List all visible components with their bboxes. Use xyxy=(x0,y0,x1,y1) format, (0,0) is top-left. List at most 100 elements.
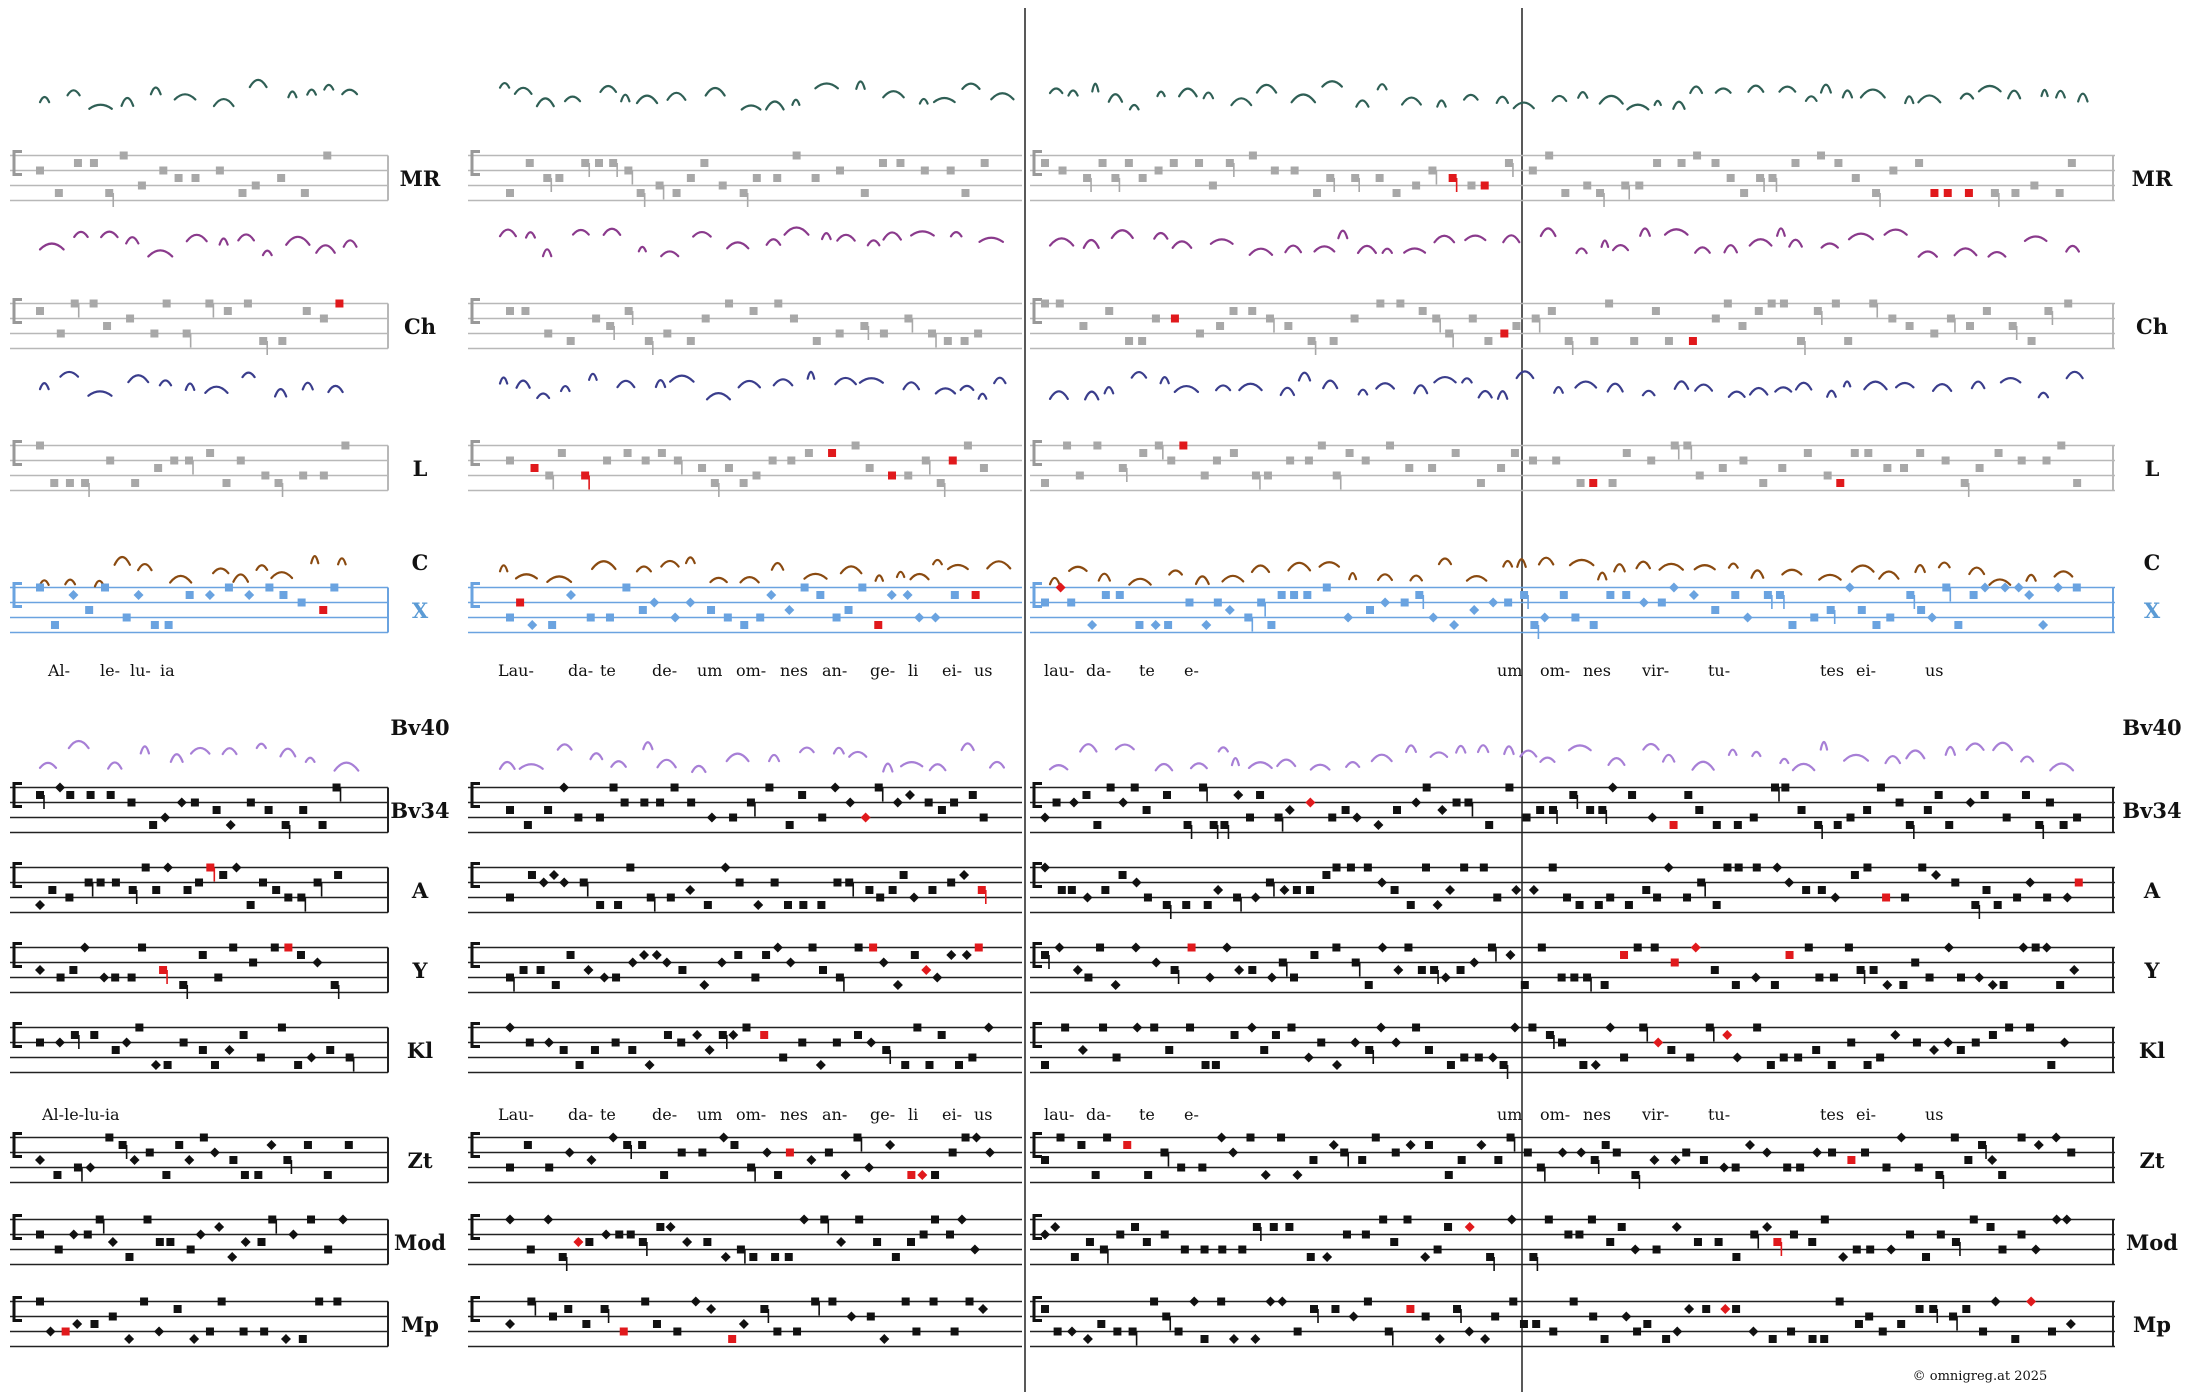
neume-rhombus xyxy=(830,782,841,793)
neume-rhombus xyxy=(1621,1311,1632,1322)
neume-punctum xyxy=(1812,1046,1821,1054)
neume-stroke xyxy=(725,752,750,763)
neume-punctum xyxy=(1647,456,1656,465)
neume-punctum xyxy=(656,1223,665,1231)
neume-punctum xyxy=(1900,464,1909,472)
neume-punctum xyxy=(1154,441,1163,450)
neume-punctum xyxy=(2056,981,2065,989)
neume-punctum xyxy=(278,337,287,345)
neume-punctum xyxy=(1635,181,1644,190)
neume-punctum xyxy=(131,479,140,487)
neume-punctum xyxy=(615,1230,624,1239)
neume-rhombus xyxy=(706,1304,717,1314)
neume-punctum xyxy=(1549,1327,1558,1336)
neume-punctum xyxy=(555,174,564,182)
c-clef-icon xyxy=(1032,862,1042,888)
neume-punctum xyxy=(1101,591,1110,599)
neume-rhombus xyxy=(1670,1155,1681,1165)
neume-rhombus xyxy=(1440,972,1451,983)
neume-punctum xyxy=(1677,159,1686,167)
neume-punctum xyxy=(1322,871,1331,879)
neume-rhombus xyxy=(909,892,920,903)
neume-punctum xyxy=(836,166,845,175)
neume-rhombus xyxy=(1668,582,1679,593)
neume-punctum xyxy=(1670,958,1679,967)
neume-punctum xyxy=(1412,1023,1421,1032)
neume-stroke xyxy=(2055,89,2066,99)
neume-punctum xyxy=(1905,821,1914,829)
neume-punctum xyxy=(869,943,878,952)
neume-rhombus xyxy=(1131,877,1142,888)
lyric-syllable: vir- xyxy=(1641,661,1669,680)
neume-punctum xyxy=(1520,981,1529,989)
neume-rhombus xyxy=(1663,862,1674,873)
neume-rhombus xyxy=(1449,620,1460,630)
neume-punctum xyxy=(186,1245,195,1254)
neume-stroke xyxy=(1727,748,1738,757)
neume-punctum xyxy=(1650,943,1659,952)
neume-rhombus xyxy=(1411,797,1422,808)
lyrics: Al-le-lu-ia Lau-da-te de-um om-nes an-ge-li e… xyxy=(41,661,1944,1124)
neume-punctum xyxy=(106,456,115,465)
neume-punctum xyxy=(980,159,989,167)
neume-punctum xyxy=(166,1238,175,1246)
neume-punctum xyxy=(960,337,969,345)
neume-punctum xyxy=(1468,314,1477,323)
neume-stroke xyxy=(660,250,680,258)
neume-punctum xyxy=(710,479,719,487)
neume-punctum xyxy=(1432,314,1441,323)
neume-stroke xyxy=(1276,758,1297,768)
neume-punctum xyxy=(149,821,158,829)
neume-rhombus xyxy=(1638,597,1649,608)
neume-punctum xyxy=(1601,1141,1610,1149)
neume-punctum xyxy=(223,307,232,315)
neume-stroke xyxy=(616,379,636,389)
neume-punctum xyxy=(636,189,645,197)
neume-punctum xyxy=(1803,449,1812,457)
neume-stroke xyxy=(1375,382,1396,390)
neume-punctum xyxy=(1624,901,1633,909)
neume-stroke xyxy=(1503,745,1515,756)
manuscript-scans xyxy=(38,78,2089,774)
neume-stroke xyxy=(610,760,627,768)
neume-rhombus xyxy=(1266,972,1277,983)
neumes-Mp xyxy=(36,1296,2076,1346)
neume-punctum xyxy=(874,783,883,792)
neume-rhombus xyxy=(79,942,90,953)
neume-punctum xyxy=(1775,591,1784,599)
neume-punctum xyxy=(284,943,293,952)
neume-punctum xyxy=(2057,441,2066,450)
neume-punctum xyxy=(1505,783,1514,792)
neume-stroke xyxy=(149,86,162,96)
neume-punctum xyxy=(947,878,956,887)
neume-punctum xyxy=(1248,151,1257,160)
neume-stroke xyxy=(1693,564,1716,571)
neume-rhombus xyxy=(2051,1214,2062,1225)
staff-L xyxy=(10,440,2115,492)
neume-punctum xyxy=(1322,583,1331,592)
neume-rhombus xyxy=(1150,620,1161,630)
neume-rhombus xyxy=(2061,1214,2072,1225)
neume-stroke xyxy=(848,750,868,758)
neume-punctum xyxy=(1430,966,1439,974)
neume-punctum xyxy=(760,1305,769,1313)
neume-stroke xyxy=(1639,227,1651,237)
neume-rhombus xyxy=(1748,1326,1759,1337)
neume-stroke xyxy=(64,578,77,586)
neume-punctum xyxy=(1863,1061,1872,1069)
neume-punctum xyxy=(277,1023,286,1032)
neume-stroke xyxy=(2007,89,2022,100)
neume-punctum xyxy=(2073,479,2082,487)
neumes-A xyxy=(35,862,2083,919)
neume-punctum xyxy=(2047,1327,2056,1336)
neume-punctum xyxy=(2045,798,2054,807)
neume-punctum xyxy=(128,886,137,894)
lyric-syllable: Al-le-lu-ia xyxy=(41,1105,120,1124)
neume-punctum xyxy=(1186,1023,1195,1032)
neume-rhombus xyxy=(1476,1140,1487,1150)
neume-punctum xyxy=(1612,1148,1621,1157)
neume-punctum xyxy=(1225,159,1234,167)
neume-punctum xyxy=(789,314,798,323)
neume-rhombus xyxy=(1303,1052,1314,1063)
neume-punctum xyxy=(728,1335,737,1343)
